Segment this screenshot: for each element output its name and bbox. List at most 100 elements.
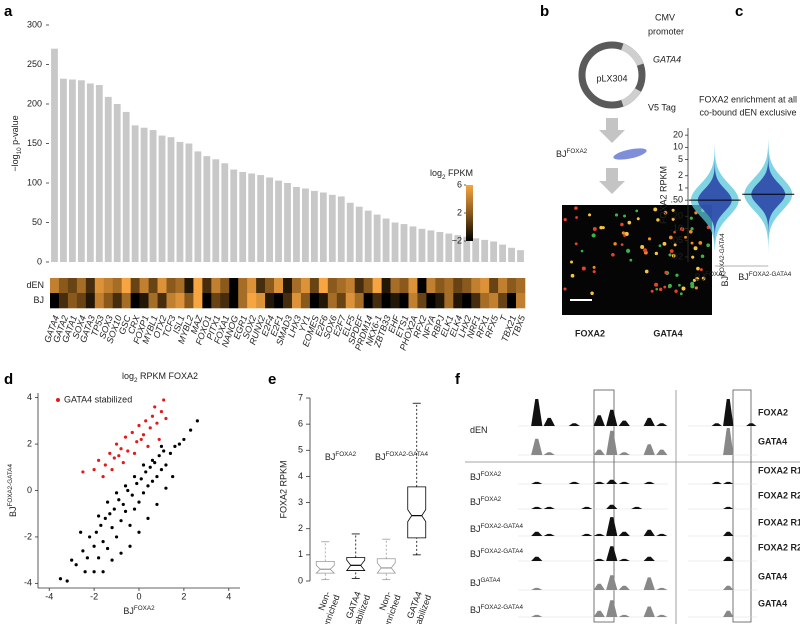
y-tick-label: 10 bbox=[673, 142, 683, 152]
heatmap-cell bbox=[67, 278, 78, 294]
group-label-part: BJ bbox=[375, 452, 386, 462]
point bbox=[117, 454, 121, 458]
heatmap-cell bbox=[139, 278, 149, 294]
heatmap-row-label: BJ bbox=[33, 295, 44, 305]
bar bbox=[149, 130, 157, 262]
heatmap-cell bbox=[193, 278, 203, 294]
track-peak bbox=[593, 558, 605, 561]
point bbox=[128, 523, 132, 527]
point bbox=[155, 474, 159, 479]
heatmap-cell bbox=[67, 293, 78, 309]
heatmap-cell bbox=[130, 293, 140, 309]
chart-title: log2 RPKM FOXA2 bbox=[122, 371, 198, 384]
heatmap-cell bbox=[130, 278, 140, 294]
point bbox=[132, 507, 137, 511]
track-peak bbox=[531, 481, 543, 484]
x-tick-label: 2 bbox=[181, 591, 186, 601]
point bbox=[101, 539, 105, 544]
point bbox=[171, 474, 175, 479]
point bbox=[121, 502, 125, 507]
bar bbox=[203, 156, 211, 262]
point bbox=[121, 461, 125, 465]
y-tick-label: .20 bbox=[670, 211, 683, 221]
track-peak bbox=[631, 506, 643, 509]
bar bbox=[445, 233, 453, 262]
point bbox=[137, 530, 141, 534]
dot bbox=[590, 291, 594, 296]
point bbox=[162, 449, 166, 453]
heatmap-cell bbox=[247, 278, 257, 294]
dot bbox=[678, 283, 681, 287]
track-peak bbox=[581, 533, 593, 536]
y-tick-label: .02 bbox=[670, 251, 683, 261]
heatmap-cell bbox=[516, 278, 526, 294]
point bbox=[105, 500, 110, 504]
bar bbox=[104, 96, 112, 262]
track-peak bbox=[723, 481, 734, 484]
y-axis-label: −log10 p-value bbox=[10, 115, 23, 171]
dot bbox=[650, 289, 654, 293]
point bbox=[164, 486, 168, 490]
dot bbox=[675, 273, 679, 277]
point bbox=[108, 451, 112, 455]
heatmap-cell bbox=[309, 293, 320, 309]
track-peak bbox=[723, 556, 734, 561]
plasmid-diagram: CMV promoter GATA4 pLX304 V5 Tag bbox=[562, 12, 712, 315]
y-tick-label: 1 bbox=[678, 182, 683, 192]
y-tick-label: 0 bbox=[27, 485, 32, 495]
y-tick-label: .50 bbox=[670, 195, 683, 205]
colorbar-tick-label: 6 bbox=[457, 179, 462, 189]
point bbox=[153, 461, 157, 465]
dot bbox=[698, 241, 703, 245]
y-axis-label-part: 10 bbox=[16, 147, 23, 155]
track-peak bbox=[531, 587, 543, 590]
track-peak bbox=[606, 430, 618, 455]
heatmap-cell bbox=[175, 293, 185, 309]
heatmap-cell bbox=[220, 293, 230, 309]
track-peak bbox=[606, 575, 618, 590]
track-peak bbox=[643, 529, 655, 536]
heatmap-cell bbox=[507, 293, 517, 309]
dot bbox=[613, 242, 617, 246]
heatmap-cell bbox=[256, 278, 266, 294]
chart-title-part: RPKM FOXA2 bbox=[138, 371, 199, 381]
point bbox=[88, 535, 92, 539]
heatmap-cell bbox=[283, 293, 293, 309]
heatmap-cell bbox=[193, 293, 203, 309]
dot bbox=[673, 230, 676, 234]
point bbox=[135, 481, 139, 486]
point bbox=[146, 484, 150, 488]
dot bbox=[663, 285, 667, 289]
point bbox=[150, 414, 155, 418]
point bbox=[110, 558, 114, 562]
point bbox=[112, 507, 116, 511]
heatmap-cell bbox=[175, 278, 185, 294]
heatmap-cell bbox=[166, 293, 176, 309]
y-tick-label: 100 bbox=[27, 177, 42, 187]
bar bbox=[517, 250, 524, 262]
sample-label-part: BJ bbox=[470, 524, 481, 534]
y-tick-label: 7 bbox=[298, 392, 303, 402]
track-peak bbox=[568, 423, 580, 426]
track-peak bbox=[531, 531, 543, 536]
point bbox=[97, 514, 101, 518]
dot bbox=[591, 233, 596, 238]
sample-label: BJFOXA2-GATA4 bbox=[470, 548, 523, 559]
x-tick-label: 0 bbox=[136, 591, 141, 601]
heatmap-cell bbox=[229, 278, 239, 294]
heatmap-cell bbox=[184, 278, 194, 294]
dot bbox=[574, 242, 578, 246]
y-tick-label: .10 bbox=[670, 223, 683, 233]
heatmap-cell bbox=[453, 293, 463, 309]
dot bbox=[690, 241, 694, 245]
heatmap-cell bbox=[238, 278, 248, 294]
heatmap-cell bbox=[300, 293, 311, 309]
heatmap-cell bbox=[318, 278, 329, 294]
point bbox=[110, 526, 114, 530]
track-peak bbox=[711, 423, 722, 426]
track-peak bbox=[531, 399, 543, 426]
dot bbox=[664, 270, 668, 275]
sample-label-part: BJ bbox=[470, 549, 481, 559]
track-label: FOXA2 R2 bbox=[758, 490, 800, 500]
bar bbox=[212, 159, 220, 262]
